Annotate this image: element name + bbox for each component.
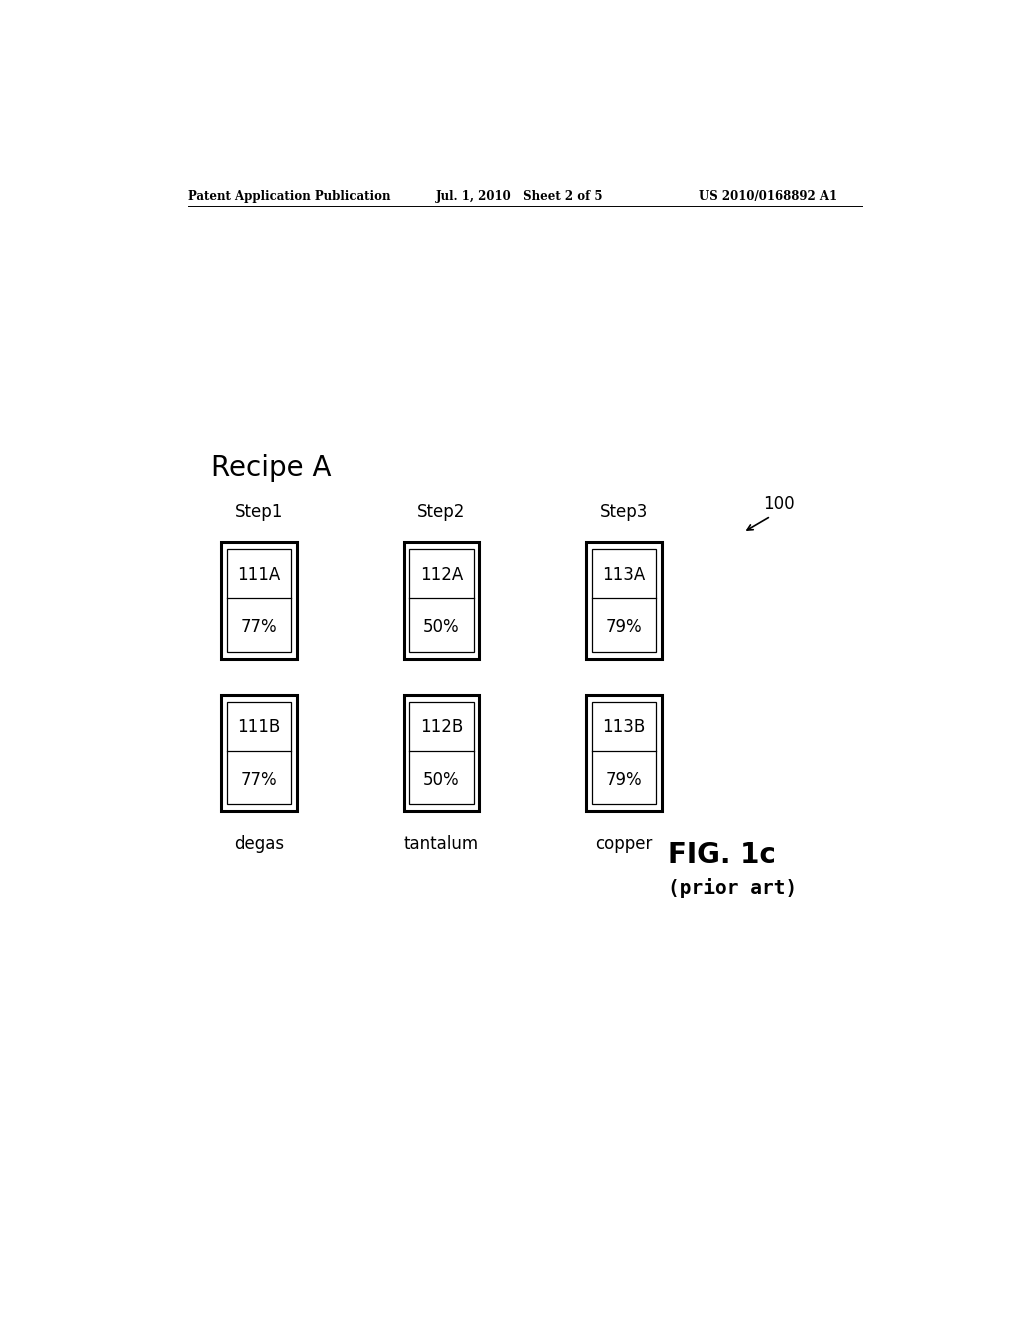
Text: Jul. 1, 2010   Sheet 2 of 5: Jul. 1, 2010 Sheet 2 of 5 (436, 190, 603, 202)
Text: Step2: Step2 (418, 503, 466, 521)
Bar (410, 549, 474, 652)
Text: 79%: 79% (605, 618, 642, 636)
Bar (592, 702, 656, 804)
Text: 111B: 111B (238, 718, 281, 737)
Bar (221, 543, 297, 659)
Text: 111A: 111A (238, 566, 281, 583)
Text: 77%: 77% (241, 618, 278, 636)
Text: 112B: 112B (420, 718, 463, 737)
Text: 112A: 112A (420, 566, 463, 583)
Bar (587, 543, 662, 659)
Bar (403, 543, 479, 659)
Bar (226, 702, 291, 804)
Bar (226, 549, 291, 652)
Bar (403, 694, 479, 812)
Bar (587, 694, 662, 812)
Text: 100: 100 (763, 495, 795, 513)
Text: 113A: 113A (602, 566, 645, 583)
Text: (prior art): (prior art) (668, 878, 797, 898)
Text: Step3: Step3 (600, 503, 648, 521)
Text: copper: copper (595, 836, 652, 853)
Text: Patent Application Publication: Patent Application Publication (187, 190, 390, 202)
Text: FIG. 1c: FIG. 1c (668, 841, 775, 869)
Text: Recipe A: Recipe A (211, 454, 332, 482)
Text: 79%: 79% (605, 771, 642, 788)
Text: 50%: 50% (423, 618, 460, 636)
Bar (221, 694, 297, 812)
Bar (592, 549, 656, 652)
Text: Step1: Step1 (234, 503, 283, 521)
Text: tantalum: tantalum (403, 836, 479, 853)
Text: US 2010/0168892 A1: US 2010/0168892 A1 (699, 190, 838, 202)
Bar (410, 702, 474, 804)
Text: 113B: 113B (602, 718, 645, 737)
Text: 50%: 50% (423, 771, 460, 788)
Text: degas: degas (233, 836, 284, 853)
Text: 77%: 77% (241, 771, 278, 788)
